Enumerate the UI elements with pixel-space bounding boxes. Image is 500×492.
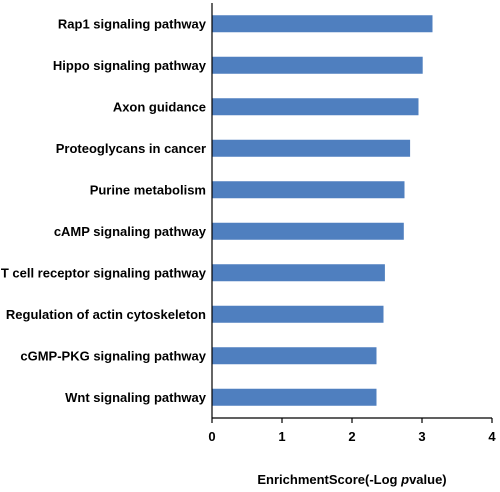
x-tick-label: 4 — [488, 429, 496, 444]
x-tick-label: 3 — [418, 429, 425, 444]
x-axis-title-italic: p — [400, 472, 409, 487]
category-label: T cell receptor signaling pathway — [1, 265, 207, 280]
category-label: Axon guidance — [113, 99, 206, 114]
x-axis-title: EnrichmentScore(-Log pvalue) — [257, 472, 446, 487]
bar — [212, 222, 404, 240]
x-tick-label: 2 — [348, 429, 355, 444]
category-label: cAMP signaling pathway — [54, 224, 207, 239]
bar — [212, 264, 385, 282]
category-label: Rap1 signaling pathway — [58, 16, 207, 31]
category-label: Wnt signaling pathway — [65, 390, 207, 405]
x-axis-title-tail: value) — [409, 472, 447, 487]
bar — [212, 15, 433, 33]
bar — [212, 388, 377, 406]
category-labels: Rap1 signaling pathway Hippo signaling pa… — [1, 16, 207, 405]
x-axis-ticks: 0 1 2 3 4 — [208, 418, 496, 444]
category-label: cGMP-PKG signaling pathway — [20, 348, 206, 363]
bar — [212, 56, 423, 74]
bars-group — [212, 15, 433, 406]
category-label: Proteoglycans in cancer — [56, 141, 206, 156]
category-label: Regulation of actin cytoskeleton — [6, 307, 206, 322]
x-tick-label: 1 — [278, 429, 285, 444]
category-label: Purine metabolism — [90, 182, 206, 197]
category-label: Hippo signaling pathway — [53, 58, 207, 73]
bar — [212, 347, 377, 365]
x-tick-label: 0 — [208, 429, 215, 444]
bar — [212, 139, 411, 157]
bar — [212, 181, 405, 199]
bar — [212, 98, 419, 116]
x-axis-title-main: EnrichmentScore(-Log — [257, 472, 401, 487]
bar — [212, 305, 384, 323]
